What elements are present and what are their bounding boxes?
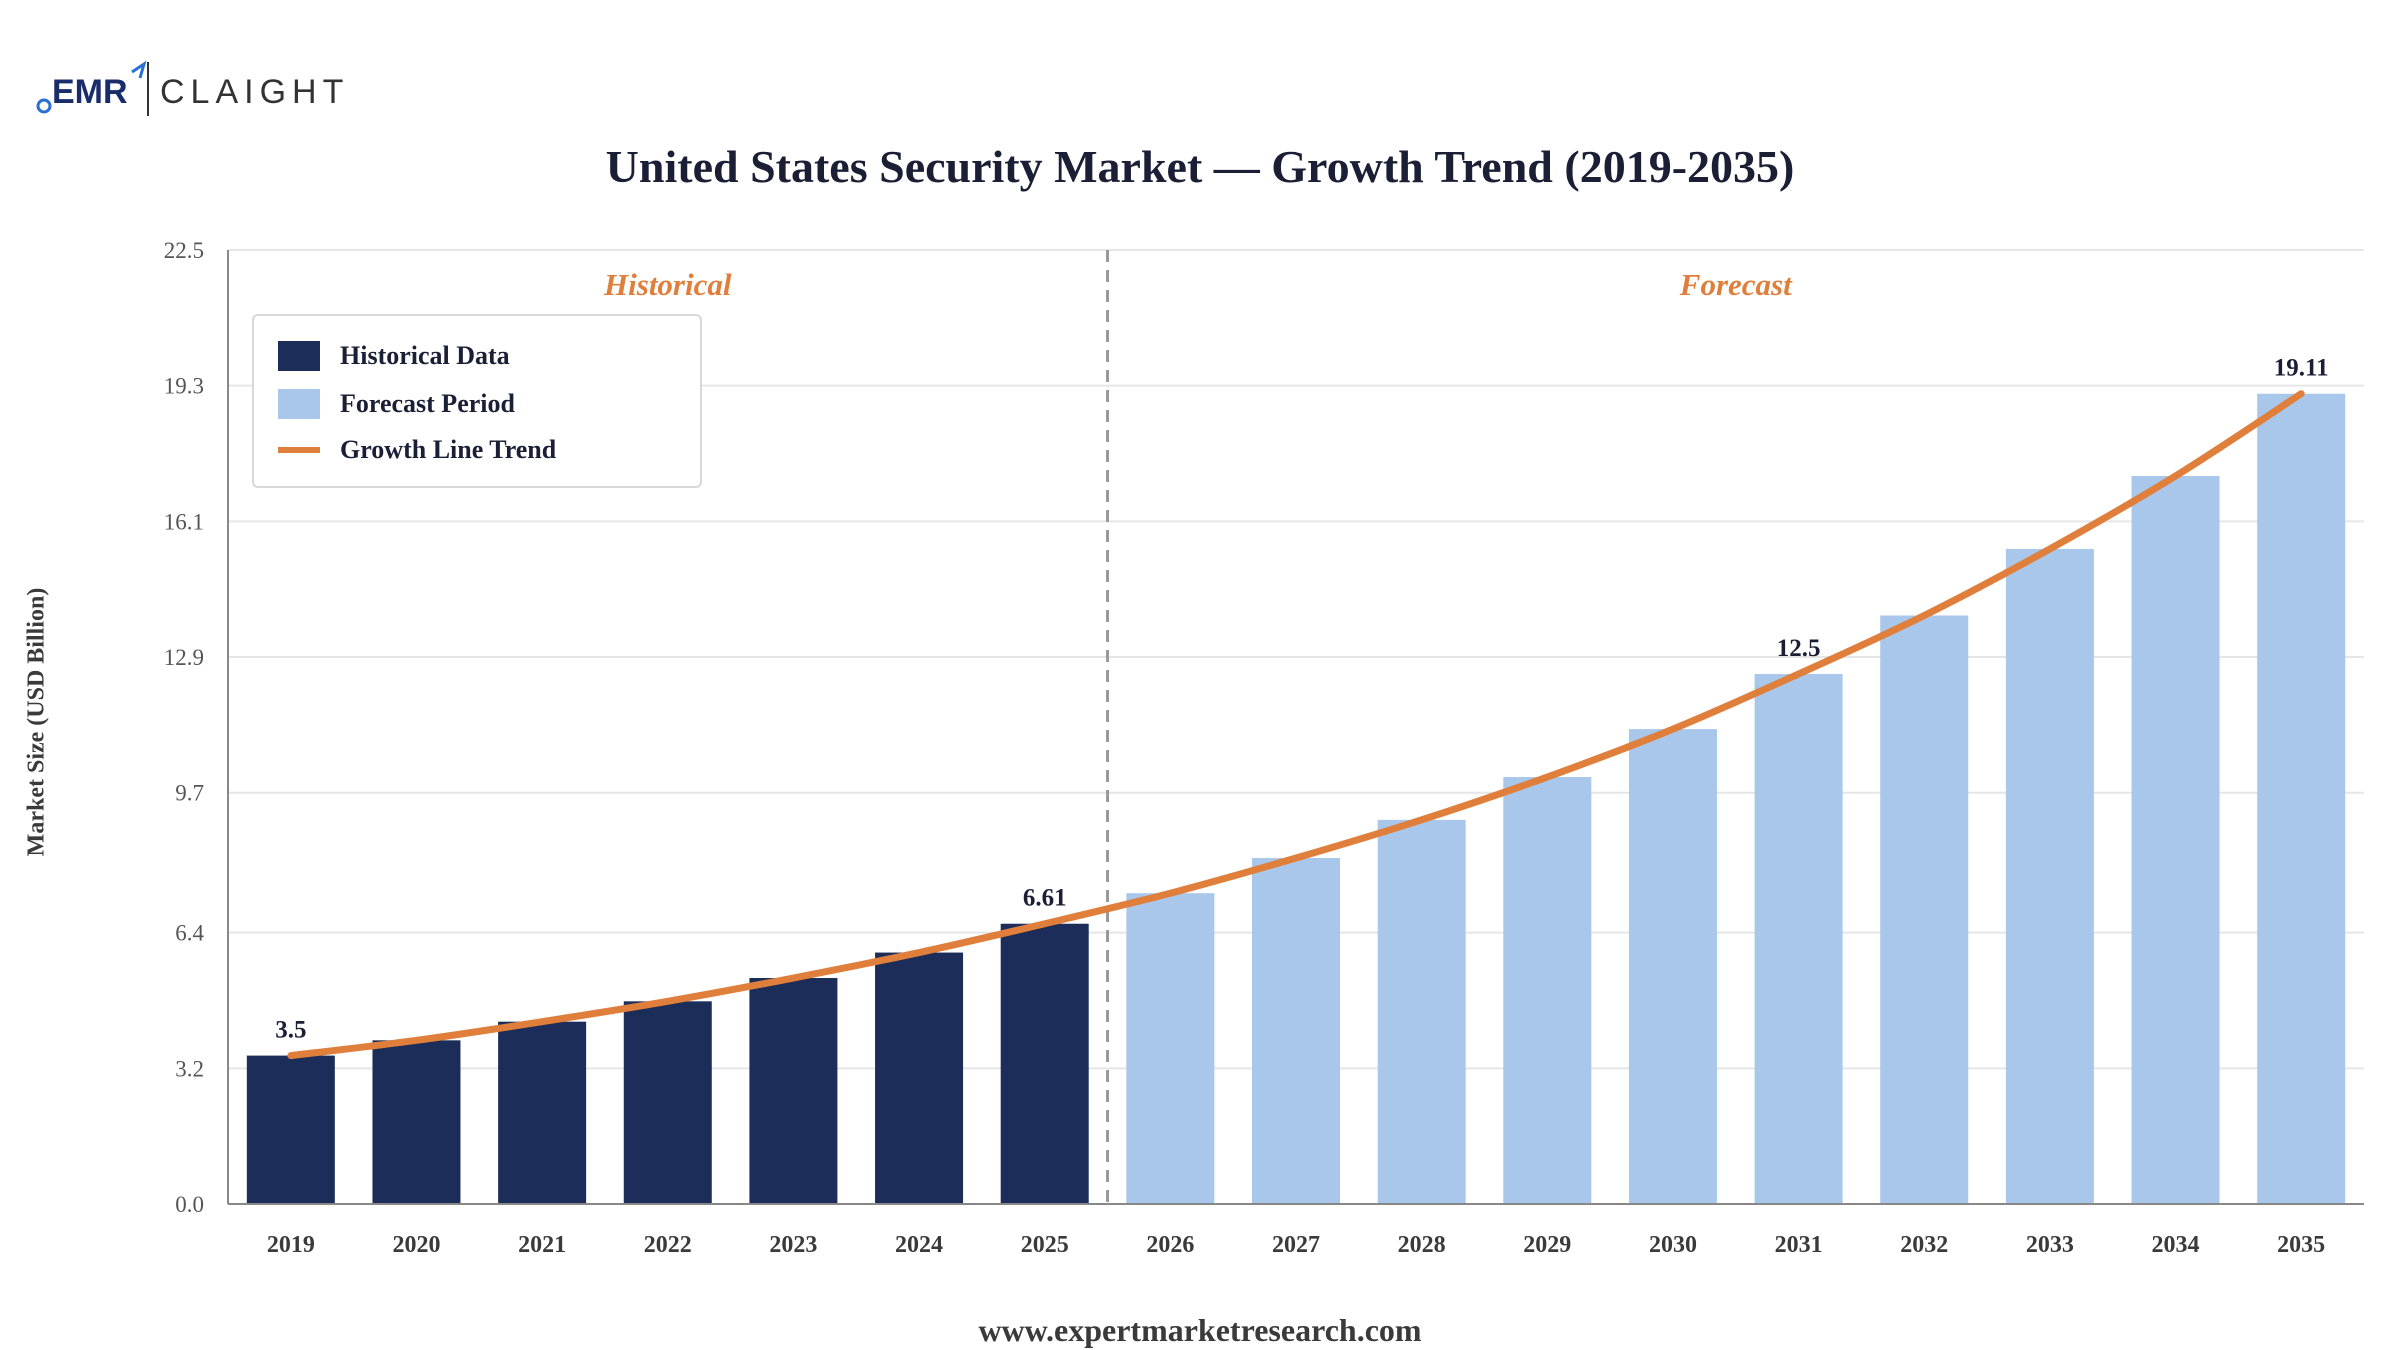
emr-claight-logo: EMR CLAIGHT [36, 60, 349, 116]
x-tick-label: 2027 [1272, 1232, 1320, 1258]
bar-2027 [1252, 858, 1340, 1204]
x-tick-label: 2028 [1398, 1232, 1446, 1258]
chart-title: United States Security Market — Growth T… [605, 141, 1795, 192]
growth-trend-line [287, 390, 2305, 1060]
bar-2019 [246, 1055, 335, 1204]
y-tick-label: 9.7 [175, 781, 204, 806]
logo-emr-text: EMR [52, 73, 128, 111]
footer-url: www.expertmarketresearch.com [978, 1312, 1422, 1348]
section-label-historical: Historical [603, 267, 732, 302]
bar-2032 [1880, 615, 1969, 1204]
bar-2029 [1503, 777, 1592, 1204]
x-tick-label: 2026 [1146, 1232, 1194, 1258]
logo-claight-text: CLAIGHT [160, 73, 349, 111]
data-label-2025: 6.61 [1023, 885, 1067, 912]
y-tick-labels: 0.0 3.2 6.4 9.7 12.9 16.1 19.3 22.5 [164, 238, 205, 1217]
bar-2033 [2005, 548, 2094, 1204]
y-tick-label: 16.1 [164, 509, 204, 534]
axes [227, 250, 2364, 1205]
data-labels: 3.5 6.61 12.5 19.11 [275, 355, 2328, 1044]
logo-dot-icon [36, 98, 52, 114]
x-tick-labels: 2019 2020 2021 2022 2023 2024 2025 2026 2027 2028… [267, 1232, 2325, 1258]
bar-2025 [1000, 923, 1089, 1204]
bar-2020 [372, 1040, 461, 1204]
bar-2024 [875, 952, 964, 1204]
x-tick-label: 2031 [1775, 1232, 1823, 1258]
x-tick-label: 2032 [1900, 1232, 1948, 1258]
x-tick-label: 2034 [2152, 1232, 2200, 1258]
legend-item-historical: Historical Data [278, 338, 510, 374]
bars [246, 393, 2346, 1205]
legend-swatch-trend [278, 447, 320, 453]
bar-2028 [1377, 819, 1466, 1204]
x-tick-label: 2024 [895, 1232, 943, 1258]
legend-label: Historical Data [340, 341, 510, 370]
legend-item-forecast: Forecast Period [278, 386, 515, 422]
y-tick-label: 12.9 [164, 645, 204, 670]
x-tick-label: 2022 [644, 1232, 692, 1258]
chart-legend: Historical Data Forecast Period Growth L… [252, 314, 702, 488]
data-label-2019: 3.5 [275, 1017, 306, 1044]
x-tick-label: 2021 [518, 1232, 566, 1258]
legend-label: Growth Line Trend [340, 435, 557, 464]
bar-2023 [749, 978, 838, 1204]
x-tick-label: 2025 [1021, 1232, 1069, 1258]
x-tick-label: 2019 [267, 1232, 315, 1258]
x-tick-label: 2033 [2026, 1232, 2074, 1258]
bar-2021 [498, 1021, 587, 1204]
section-labels: Historical Forecast [603, 267, 1793, 302]
y-tick-label: 0.0 [175, 1192, 204, 1217]
y-tick-label: 6.4 [175, 921, 204, 946]
data-label-2031: 12.5 [1777, 635, 1821, 662]
trend-line [287, 390, 2305, 1060]
legend-swatch-forecast [278, 389, 320, 419]
y-tick-label: 22.5 [164, 238, 204, 263]
data-label-2035: 19.11 [2274, 355, 2329, 382]
y-tick-label: 3.2 [175, 1056, 204, 1081]
bar-2034 [2131, 475, 2220, 1204]
bar-2035 [2257, 393, 2346, 1205]
x-tick-label: 2030 [1649, 1232, 1697, 1258]
bar-2022 [623, 1001, 712, 1204]
legend-label: Forecast Period [340, 389, 515, 418]
section-label-forecast: Forecast [1679, 267, 1793, 302]
bar-2026 [1126, 893, 1215, 1204]
y-tick-label: 19.3 [164, 374, 204, 399]
x-tick-label: 2023 [769, 1232, 817, 1258]
legend-swatch-historical [278, 341, 320, 371]
legend-item-trend: Growth Line Trend [278, 432, 556, 468]
x-tick-label: 2020 [392, 1232, 440, 1258]
bar-2031 [1754, 674, 1843, 1204]
x-tick-label: 2029 [1523, 1232, 1571, 1258]
bar-2030 [1628, 729, 1717, 1204]
logo-arrow-icon [131, 60, 147, 79]
x-tick-label: 2035 [2277, 1232, 2325, 1258]
